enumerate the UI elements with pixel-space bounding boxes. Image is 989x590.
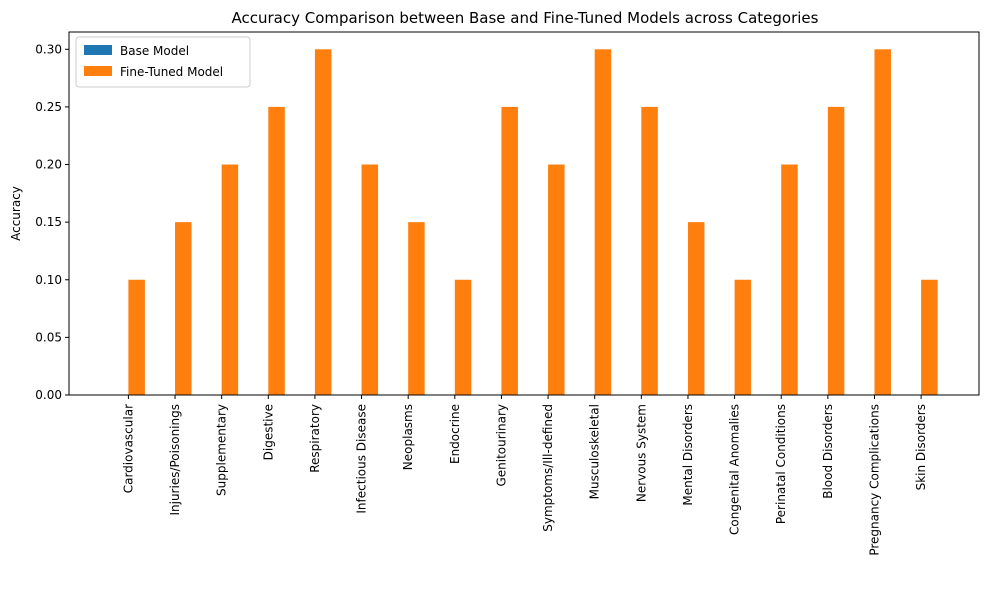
y-tick-label-3: 0.15	[35, 215, 62, 229]
x-tick-label-10: Musculoskeletal	[588, 404, 602, 499]
legend-label-1: Fine-Tuned Model	[120, 65, 223, 79]
bar-fine-tuned-9	[548, 164, 565, 395]
bar-fine-tuned-16	[874, 49, 891, 395]
bar-fine-tuned-4	[314, 49, 332, 395]
x-tick-label-16: Pregnancy Complications	[867, 404, 881, 556]
x-tick-label-7: Endocrine	[448, 404, 462, 464]
bar-fine-tuned-11	[641, 106, 658, 396]
y-tick-label-2: 0.10	[35, 273, 62, 287]
bar-fine-tuned-2	[221, 164, 239, 395]
chart-title: Accuracy Comparison between Base and Fin…	[232, 9, 819, 27]
bar-fine-tuned-10	[594, 49, 612, 395]
bar-fine-tuned-7	[454, 279, 472, 395]
x-tick-label-17: Skin Disorders	[914, 404, 928, 490]
x-tick-label-13: Congenital Anomalies	[728, 404, 742, 535]
y-tick-label-5: 0.25	[35, 100, 62, 114]
x-tick-label-5: Infectious Disease	[355, 404, 369, 514]
x-tick-label-1: Injuries/Poisonings	[168, 404, 182, 516]
x-tick-label-15: Blood Disorders	[821, 404, 835, 499]
legend-swatch-0	[84, 45, 112, 55]
y-tick-label-1: 0.05	[35, 330, 62, 344]
bar-fine-tuned-1	[175, 222, 192, 395]
bar-fine-tuned-17	[921, 279, 938, 395]
axes-group: 0.00 0.05 0.10 0.15 0.20 0.25 0.30 Cardiovascul…	[35, 31, 980, 556]
x-tick-label-12: Mental Disorders	[681, 404, 695, 506]
bar-fine-tuned-13	[734, 279, 752, 395]
x-tick-label-2: Supplementary	[215, 404, 229, 496]
bar-fine-tuned-5	[361, 164, 379, 395]
x-tick-label-14: Perinatal Conditions	[774, 404, 788, 524]
x-tick-label-0: Cardiovascular	[121, 404, 135, 493]
legend-label-0: Base Model	[120, 44, 189, 58]
y-tick-label-4: 0.20	[35, 158, 62, 172]
legend-box	[75, 36, 251, 88]
x-tick-label-9: Symptoms/Ill-defined	[541, 404, 555, 532]
x-tick-label-4: Respiratory	[308, 404, 322, 473]
bar-fine-tuned-14	[781, 164, 798, 395]
bar-fine-tuned-3	[268, 106, 285, 396]
x-tick-label-11: Nervous System	[634, 404, 648, 502]
x-tick-label-8: Genitourinary	[494, 404, 508, 487]
legend: Base Model Fine-Tuned Model	[75, 36, 251, 88]
bar-fine-tuned-0	[128, 279, 145, 395]
x-tick-label-6: Neoplasms	[401, 404, 415, 470]
bars-group	[128, 49, 938, 396]
y-tick-label-6: 0.30	[35, 42, 62, 56]
bar-fine-tuned-12	[687, 222, 705, 395]
bar-fine-tuned-15	[827, 106, 845, 396]
plot-frame	[68, 31, 980, 396]
x-tick-label-3: Digestive	[261, 404, 275, 460]
y-tick-label-0: 0.00	[35, 388, 62, 402]
y-axis-label: Accuracy	[9, 186, 23, 241]
bar-fine-tuned-8	[501, 106, 518, 396]
bar-fine-tuned-6	[408, 222, 425, 395]
legend-swatch-1	[84, 66, 112, 76]
